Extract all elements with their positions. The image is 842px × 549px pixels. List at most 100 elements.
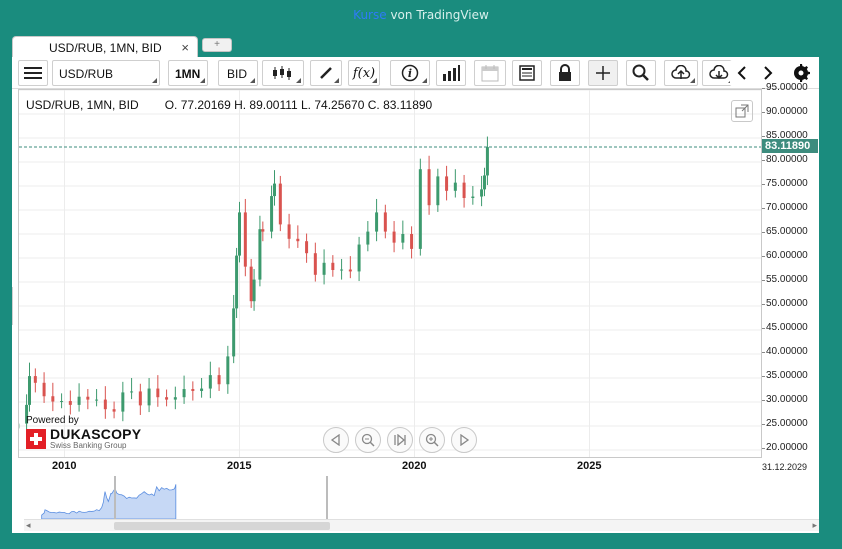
nav-next-button[interactable]: [451, 427, 477, 453]
gear-icon: [794, 64, 810, 82]
candle-body: [130, 391, 134, 393]
close-icon[interactable]: ×: [181, 40, 189, 55]
plot-area[interactable]: USD/RUB, 1MN, BID O. 77.20169 H. 89.00111…: [18, 89, 762, 458]
x-end-date: 31.12.2029: [762, 462, 808, 472]
candle-body: [33, 376, 37, 383]
candle-body: [357, 244, 361, 272]
scroll-right-arrow-icon[interactable]: ▸: [812, 520, 817, 530]
y-tick: 25.00000: [762, 418, 808, 429]
candle-body: [51, 396, 55, 402]
candle-body: [147, 388, 151, 406]
candle-body: [68, 401, 72, 405]
time-axis[interactable]: 2010 2015 2020 2025 31.12.2029: [18, 458, 819, 475]
crosshair-button[interactable]: [588, 60, 618, 86]
horizontal-scrollbar[interactable]: ◂ ▸: [24, 519, 819, 531]
chart-nav-buttons: [323, 427, 477, 453]
price-type-value: BID: [227, 67, 248, 81]
y-tick: 30.00000: [762, 394, 808, 405]
tab-chart[interactable]: USD/RUB, 1MN, BID ×: [12, 36, 198, 58]
swiss-cross-icon: [26, 429, 46, 449]
candle-body: [392, 231, 396, 243]
y-tick: 55.00000: [762, 274, 808, 285]
candle-body: [173, 397, 177, 400]
popout-button[interactable]: [731, 100, 753, 122]
hamburger-icon: [24, 67, 42, 79]
y-tick: 80.00000: [762, 154, 808, 165]
zoom-out-icon: [361, 433, 375, 447]
new-tab-button[interactable]: +: [202, 38, 232, 52]
nav-reset-button[interactable]: [387, 427, 413, 453]
scroll-left-arrow-icon[interactable]: ◂: [26, 520, 31, 530]
info-button[interactable]: i: [390, 60, 430, 86]
pen-icon: [320, 67, 332, 79]
next-icon: [460, 434, 470, 446]
y-tick: 85.00000: [762, 130, 808, 141]
y-tick: 75.00000: [762, 178, 808, 189]
chart-legend: USD/RUB, 1MN, BID O. 77.20169 H. 89.00111…: [26, 98, 432, 112]
lock-button[interactable]: [550, 60, 580, 86]
y-tick: 70.00000: [762, 202, 808, 213]
candle-body: [270, 196, 274, 232]
fx-icon: f(x): [352, 65, 376, 81]
candle-body: [238, 212, 241, 256]
nav-zoom-in-button[interactable]: [419, 427, 445, 453]
nav-zoom-out-button[interactable]: [355, 427, 381, 453]
price-axis[interactable]: 20.00000 25.00000 30.00000 35.00000 40.00000…: [762, 82, 818, 458]
data-table-button[interactable]: [512, 60, 542, 86]
zoom-button[interactable]: [626, 60, 656, 86]
upload-icon: [671, 65, 691, 79]
candle-body: [383, 212, 387, 232]
caption-link[interactable]: Kurse: [353, 8, 387, 22]
table-icon: [519, 65, 535, 81]
arrow-right-icon: [764, 66, 773, 80]
candle-body: [296, 238, 300, 242]
candle-body: [453, 182, 457, 191]
scroll-left-button[interactable]: [730, 60, 754, 86]
candle-body: [42, 382, 46, 397]
candle-body: [418, 169, 422, 249]
chart-type-button[interactable]: [262, 60, 304, 86]
candle-body: [401, 234, 405, 243]
upload-button[interactable]: [664, 60, 698, 86]
candle-body: [287, 224, 291, 239]
settings-button[interactable]: [788, 60, 814, 86]
scroll-right-button[interactable]: [756, 60, 780, 86]
last-price-tag: 83.11890: [762, 139, 818, 154]
candle-body: [375, 212, 379, 232]
brand-sub: Swiss Banking Group: [50, 441, 127, 450]
chart-area[interactable]: USD/RUB, 1MN, BID O. 77.20169 H. 89.00111…: [18, 82, 819, 472]
y-tick: 35.00000: [762, 370, 808, 381]
navigator-panel[interactable]: [18, 476, 819, 521]
volume-button[interactable]: [436, 60, 466, 86]
nav-prev-button[interactable]: [323, 427, 349, 453]
navigator-window[interactable]: [114, 476, 328, 519]
draw-button[interactable]: [310, 60, 342, 86]
menu-button[interactable]: [18, 60, 48, 86]
svg-text:i: i: [408, 67, 412, 80]
zoom-icon: [632, 64, 649, 81]
candle-body: [226, 356, 230, 385]
scroll-thumb[interactable]: [114, 522, 330, 530]
candles-icon: [273, 66, 291, 80]
candle-body: [331, 262, 335, 270]
crosshair-icon: [596, 66, 610, 80]
price-chart[interactable]: [19, 90, 761, 457]
indicators-button[interactable]: f(x): [348, 60, 380, 86]
candle-body: [28, 376, 31, 405]
caption-text: von TradingView: [390, 8, 489, 22]
toolbar: USD/RUB 1MN BID f(x) i: [12, 57, 819, 89]
interval-select[interactable]: 1MN: [168, 60, 208, 86]
candle-body: [471, 196, 475, 198]
candle-body: [485, 147, 489, 176]
candle-body: [208, 375, 212, 389]
interval-value: 1MN: [175, 67, 201, 81]
price-type-select[interactable]: BID: [218, 60, 258, 86]
popout-icon: [735, 104, 749, 118]
candle-body: [249, 266, 253, 302]
candle-body: [235, 255, 239, 309]
calendar-icon: [481, 65, 499, 82]
symbol-select[interactable]: USD/RUB: [52, 60, 160, 86]
calendar-button[interactable]: [474, 60, 506, 86]
y-tick: 45.00000: [762, 322, 808, 333]
reset-icon: [394, 434, 406, 446]
